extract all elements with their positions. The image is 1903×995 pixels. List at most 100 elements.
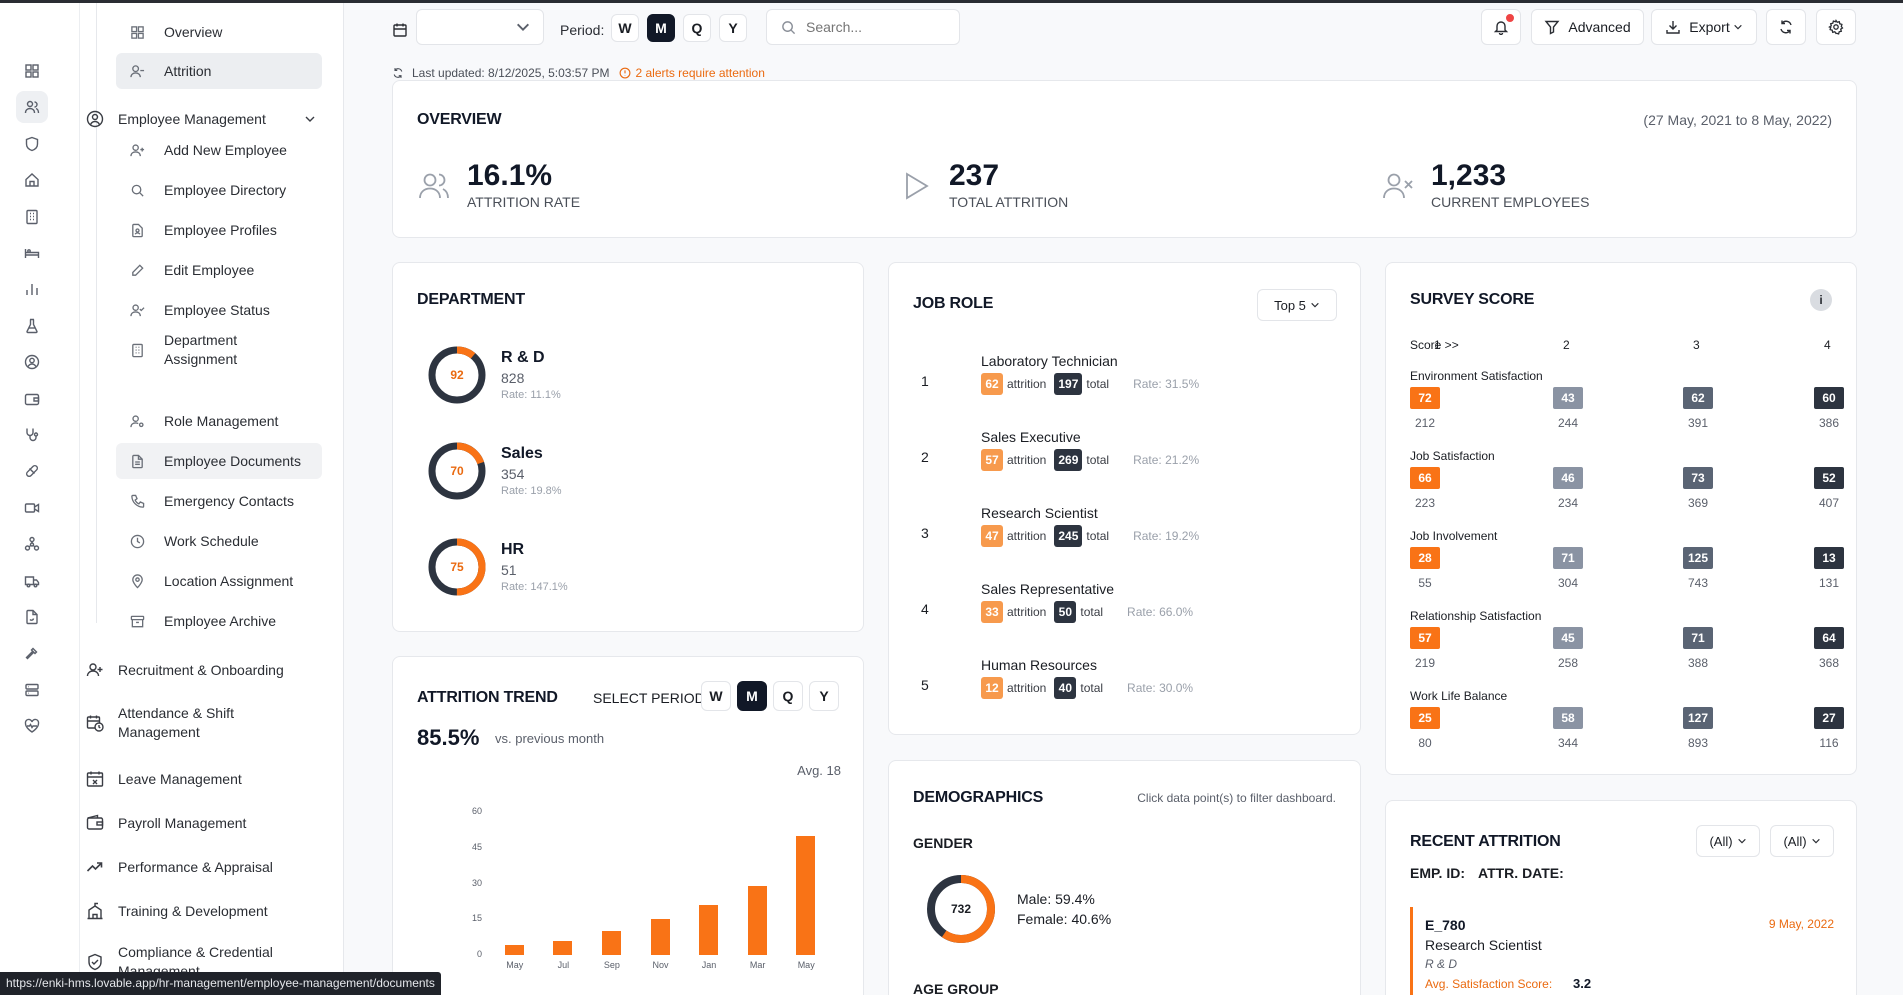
department-row[interactable]: 92 R & D 828 Rate: 11.1% bbox=[427, 345, 561, 405]
period-m-button[interactable]: M bbox=[647, 14, 675, 42]
sidebar-item-location-assignment[interactable]: Location Assignment bbox=[116, 563, 322, 599]
heart-pulse-icon[interactable] bbox=[16, 710, 48, 742]
survey-score-cell[interactable]: 127 bbox=[1683, 707, 1713, 729]
sidebar-item-employee-directory[interactable]: Employee Directory bbox=[116, 172, 322, 208]
trend-bar[interactable] bbox=[699, 904, 719, 955]
sidebar-item-employee-archive[interactable]: Employee Archive bbox=[116, 603, 322, 639]
sidebar-item-emergency-contacts[interactable]: Emergency Contacts bbox=[116, 483, 322, 519]
survey-score-cell[interactable]: 62 bbox=[1683, 387, 1713, 409]
document-refresh-icon[interactable] bbox=[16, 601, 48, 633]
job-role-row[interactable]: 4 Sales Representative 33 attrition 50 total R… bbox=[913, 581, 1243, 627]
department-row[interactable]: 70 Sales 354 Rate: 19.8% bbox=[427, 441, 562, 501]
period-w-button[interactable]: W bbox=[611, 14, 639, 42]
survey-score-cell[interactable]: 52 bbox=[1814, 467, 1844, 489]
sidebar-item-work-schedule[interactable]: Work Schedule bbox=[116, 523, 322, 559]
settings-button[interactable] bbox=[1816, 9, 1856, 45]
period-q-button[interactable]: Q bbox=[683, 14, 711, 42]
server-icon[interactable] bbox=[16, 674, 48, 706]
top-n-select[interactable]: Top 5 bbox=[1257, 289, 1337, 321]
trend-bar[interactable] bbox=[504, 945, 524, 955]
survey-score-cell[interactable]: 27 bbox=[1814, 707, 1844, 729]
sidebar-item-edit-employee[interactable]: Edit Employee bbox=[116, 252, 322, 288]
building-icon[interactable] bbox=[16, 201, 48, 233]
sidebar-item-department-assignment[interactable]: Department Assignment bbox=[116, 328, 322, 372]
trend-period-q-button[interactable]: Q bbox=[773, 681, 803, 711]
export-button[interactable]: Export bbox=[1651, 9, 1757, 45]
gender-male[interactable]: Male: 59.4% bbox=[1017, 891, 1095, 907]
survey-score-cell[interactable]: 60 bbox=[1814, 387, 1844, 409]
survey-score-cell[interactable]: 125 bbox=[1683, 547, 1713, 569]
date-select[interactable] bbox=[416, 9, 544, 45]
survey-score-cell[interactable]: 72 bbox=[1410, 387, 1440, 409]
job-role-row[interactable]: 1 Laboratory Technician 62 attrition 197 tota… bbox=[913, 353, 1243, 399]
sidebar-group-attendance[interactable]: Attendance & Shift Management bbox=[84, 703, 324, 743]
survey-score-cell[interactable]: 45 bbox=[1553, 627, 1583, 649]
calendar-icon[interactable] bbox=[392, 22, 408, 38]
recent-filter-1[interactable]: (All) bbox=[1696, 825, 1760, 857]
survey-score-cell[interactable]: 43 bbox=[1553, 387, 1583, 409]
job-role-row[interactable]: 5 Human Resources 12 attrition 40 total Rate: … bbox=[913, 657, 1243, 703]
users-icon[interactable] bbox=[16, 91, 48, 124]
home-icon[interactable] bbox=[16, 164, 48, 196]
survey-score-cell[interactable]: 57 bbox=[1410, 627, 1440, 649]
network-icon[interactable] bbox=[16, 528, 48, 560]
sidebar-group-leave[interactable]: Leave Management bbox=[84, 767, 324, 791]
survey-score-cell[interactable]: 25 bbox=[1410, 707, 1440, 729]
sidebar-item-attrition[interactable]: Attrition bbox=[116, 53, 322, 89]
job-role-row[interactable]: 2 Sales Executive 57 attrition 269 total Rate:… bbox=[913, 429, 1243, 475]
sidebar-group-employee-management[interactable]: Employee Management bbox=[84, 107, 324, 131]
sidebar-group-recruitment[interactable]: Recruitment & Onboarding bbox=[84, 658, 324, 682]
department-row[interactable]: 75 HR 51 Rate: 147.1% bbox=[427, 537, 568, 597]
info-icon[interactable]: i bbox=[1810, 289, 1832, 311]
shield-icon[interactable] bbox=[16, 128, 48, 160]
notifications-button[interactable] bbox=[1481, 9, 1521, 45]
pill-icon[interactable] bbox=[16, 455, 48, 487]
video-icon[interactable] bbox=[16, 492, 48, 524]
sidebar-item-overview[interactable]: Overview bbox=[116, 19, 322, 45]
stethoscope-icon[interactable] bbox=[16, 419, 48, 451]
survey-score-cell[interactable]: 64 bbox=[1814, 627, 1844, 649]
trend-bar[interactable] bbox=[747, 885, 767, 955]
advanced-filter-button[interactable]: Advanced bbox=[1531, 9, 1644, 45]
trend-period-m-button[interactable]: M bbox=[737, 681, 767, 711]
survey-score-cell[interactable]: 28 bbox=[1410, 547, 1440, 569]
flask-icon[interactable] bbox=[16, 310, 48, 342]
survey-score-cell[interactable]: 13 bbox=[1814, 547, 1844, 569]
sidebar-group-training[interactable]: Training & Development bbox=[84, 899, 324, 923]
bed-icon[interactable] bbox=[16, 237, 48, 269]
sidebar-item-employee-status[interactable]: Employee Status bbox=[116, 292, 322, 328]
sidebar-group-performance[interactable]: Performance & Appraisal bbox=[84, 855, 324, 879]
truck-icon[interactable] bbox=[16, 565, 48, 597]
trend-bar[interactable] bbox=[553, 940, 573, 955]
grid-icon[interactable] bbox=[16, 55, 48, 87]
trend-bar[interactable] bbox=[650, 919, 670, 955]
wallet-icon[interactable] bbox=[16, 383, 48, 415]
survey-score-cell[interactable]: 73 bbox=[1683, 467, 1713, 489]
period-y-button[interactable]: Y bbox=[719, 14, 747, 42]
search-box[interactable] bbox=[766, 9, 960, 45]
gender-female[interactable]: Female: 40.6% bbox=[1017, 911, 1112, 927]
sidebar-group-payroll[interactable]: Payroll Management bbox=[84, 811, 324, 835]
trend-period-y-button[interactable]: Y bbox=[809, 681, 839, 711]
alerts-link[interactable]: 2 alerts require attention bbox=[619, 66, 765, 80]
bar-chart-icon[interactable] bbox=[16, 273, 48, 305]
sidebar-item-role-management[interactable]: Role Management bbox=[116, 403, 322, 439]
job-role-row[interactable]: 3 Research Scientist 47 attrition 245 total Ra… bbox=[913, 505, 1243, 551]
refresh-button[interactable] bbox=[1766, 9, 1806, 45]
survey-score-cell[interactable]: 46 bbox=[1553, 467, 1583, 489]
survey-score-cell[interactable]: 71 bbox=[1553, 547, 1583, 569]
sidebar-item-add-new-employee[interactable]: Add New Employee bbox=[116, 132, 322, 168]
trend-bar[interactable] bbox=[601, 931, 621, 955]
sidebar-item-employee-documents[interactable]: Employee Documents bbox=[116, 443, 322, 479]
recent-filter-2[interactable]: (All) bbox=[1770, 825, 1834, 857]
recent-attrition-item[interactable]: E_780 9 May, 2022 Research Scientist R &… bbox=[1410, 907, 1834, 995]
sidebar-item-employee-profiles[interactable]: Employee Profiles bbox=[116, 212, 322, 248]
user-circle-icon[interactable] bbox=[16, 346, 48, 378]
search-input[interactable] bbox=[806, 19, 946, 35]
trend-period-w-button[interactable]: W bbox=[701, 681, 731, 711]
gender-donut[interactable]: 732 bbox=[925, 873, 997, 945]
hammer-icon[interactable] bbox=[16, 637, 48, 669]
trend-bar[interactable] bbox=[796, 835, 816, 955]
survey-score-cell[interactable]: 66 bbox=[1410, 467, 1440, 489]
survey-score-cell[interactable]: 71 bbox=[1683, 627, 1713, 649]
